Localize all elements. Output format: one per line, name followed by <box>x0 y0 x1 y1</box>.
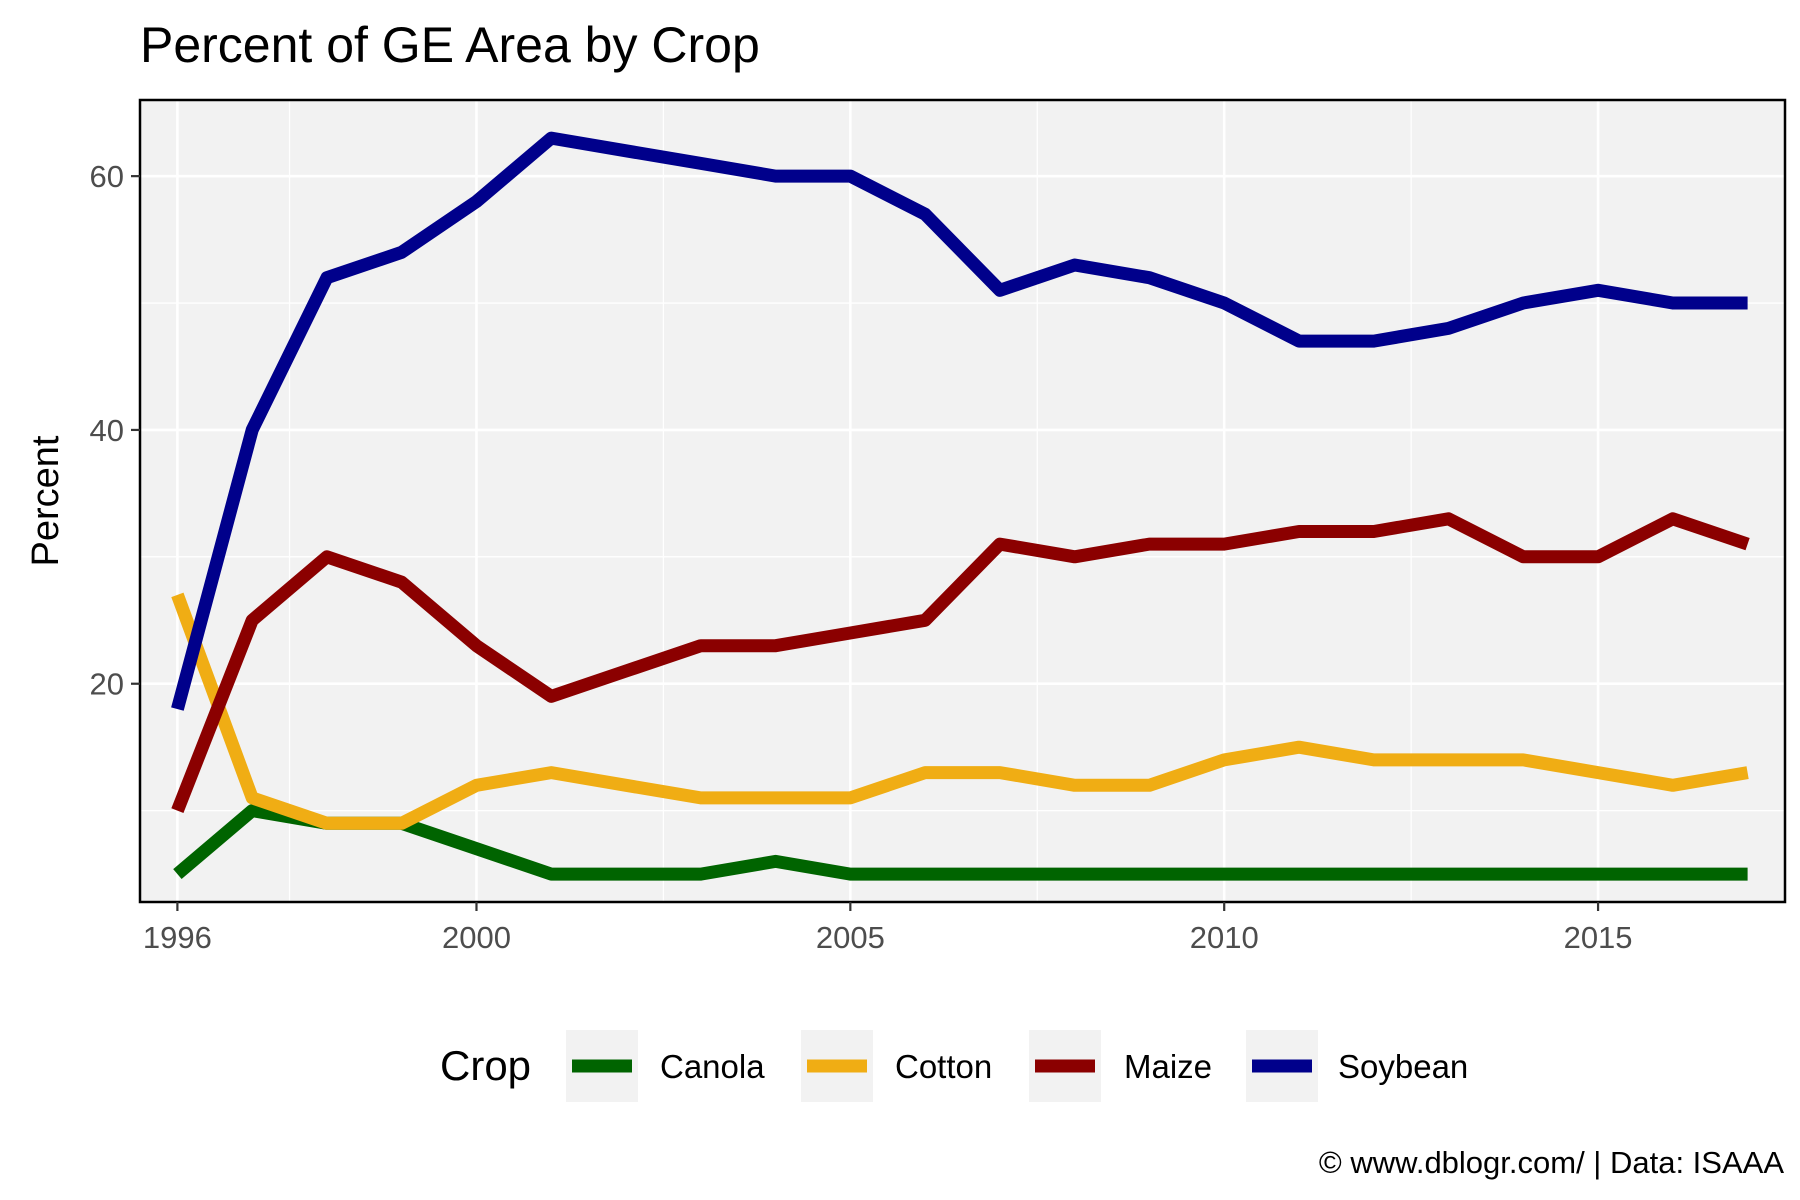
series-line-maize <box>171 512 1750 813</box>
plot-panel <box>140 100 1785 902</box>
legend-label-maize: Maize <box>1124 1048 1212 1085</box>
y-tick-label: 20 <box>90 667 124 702</box>
y-tick-label: 40 <box>90 413 124 448</box>
x-tick-label: 2000 <box>442 920 511 955</box>
series-line-soybean <box>171 131 1748 711</box>
y-axis-title: Percent <box>25 435 67 566</box>
legend-label-soybean: Soybean <box>1338 1048 1468 1085</box>
series-lines <box>171 131 1750 881</box>
legend-label-cotton: Cotton <box>895 1048 992 1085</box>
y-tick-label: 60 <box>90 159 124 194</box>
legend: Crop Canola Cotton Maize Soybean <box>440 1030 1468 1102</box>
caption: © www.dblogr.com/ | Data: ISAAA <box>1319 1145 1784 1180</box>
x-tick-label: 2005 <box>816 920 885 955</box>
x-tick-label: 2015 <box>1564 920 1633 955</box>
x-axis: 1996 2000 2005 2010 2015 <box>143 902 1633 955</box>
y-axis: 20 40 60 <box>90 159 140 702</box>
plot-border <box>138 98 1787 904</box>
plot-area <box>138 98 1787 904</box>
x-tick-label: 2010 <box>1190 920 1259 955</box>
chart-title: Percent of GE Area by Crop <box>140 17 760 73</box>
legend-items: Canola Cotton Maize Soybean <box>566 1030 1468 1102</box>
legend-label-canola: Canola <box>660 1048 765 1085</box>
x-tick-label: 1996 <box>143 920 212 955</box>
series-line-canola <box>173 804 1748 881</box>
legend-title: Crop <box>440 1042 531 1089</box>
series-line-cotton <box>171 592 1749 830</box>
